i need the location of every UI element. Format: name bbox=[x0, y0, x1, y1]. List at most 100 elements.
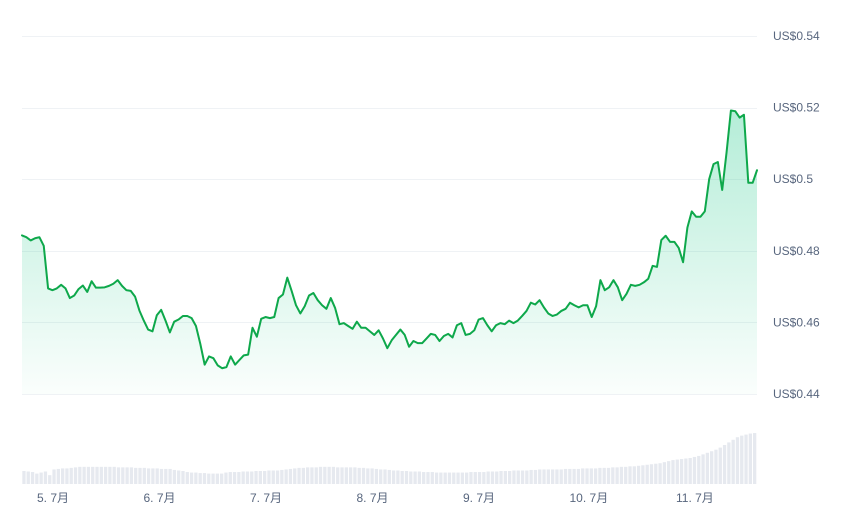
volume-bar bbox=[529, 469, 533, 484]
volume-bar bbox=[357, 467, 361, 484]
volume-bar bbox=[159, 468, 164, 484]
volume-bar bbox=[48, 475, 52, 484]
volume-bar bbox=[602, 467, 606, 484]
volume-bar bbox=[56, 468, 60, 484]
volume-bar bbox=[409, 471, 413, 484]
volume-bar bbox=[611, 467, 615, 484]
volume-bar bbox=[452, 472, 456, 484]
volume-bar bbox=[598, 467, 602, 484]
volume-bar bbox=[327, 466, 331, 484]
volume-bar bbox=[86, 466, 91, 484]
volume-bar bbox=[473, 472, 477, 484]
volume-bar bbox=[499, 471, 503, 484]
volume-bar bbox=[563, 468, 568, 484]
volume-bar bbox=[22, 471, 26, 484]
volume-bar bbox=[576, 468, 581, 484]
volume-bar bbox=[671, 460, 675, 484]
volume-bar bbox=[207, 473, 211, 484]
volume-bar bbox=[202, 473, 207, 484]
volume-bar bbox=[263, 471, 267, 484]
volume-bar bbox=[91, 466, 95, 484]
volume-bar bbox=[82, 466, 86, 484]
volume-bar bbox=[258, 471, 263, 484]
volume-bar bbox=[684, 458, 688, 484]
volume-bar bbox=[344, 467, 348, 484]
volume-bar bbox=[211, 473, 215, 484]
volume-bar bbox=[456, 472, 460, 484]
volume-bar bbox=[241, 471, 245, 484]
volume-bar bbox=[417, 471, 422, 484]
volume-bar bbox=[495, 471, 499, 484]
volume-bar bbox=[662, 462, 667, 484]
volume-bar bbox=[374, 468, 379, 484]
volume-bar bbox=[572, 468, 576, 484]
volume-bar bbox=[35, 473, 39, 484]
volume-bar bbox=[490, 471, 495, 484]
volume-bar bbox=[679, 459, 684, 484]
volume-bar bbox=[379, 469, 383, 484]
y-axis-labels: US$0.54 US$0.52 US$0.5 US$0.48 US$0.46 U… bbox=[773, 29, 820, 401]
volume-bar bbox=[168, 468, 172, 484]
y-tick-label: US$0.52 bbox=[773, 101, 820, 115]
y-tick-label: US$0.48 bbox=[773, 244, 820, 258]
volume-bar bbox=[301, 467, 305, 484]
volume-bar bbox=[753, 433, 757, 484]
volume-bar bbox=[469, 472, 473, 484]
volume-bar bbox=[486, 471, 490, 484]
volume-bar bbox=[65, 468, 69, 484]
volume-bar bbox=[138, 467, 142, 484]
volume-bar bbox=[606, 467, 611, 484]
volume-bar bbox=[482, 472, 486, 484]
volume-bar bbox=[396, 470, 400, 484]
volume-bar bbox=[400, 471, 404, 484]
volume-bar bbox=[237, 472, 241, 484]
volume-bar bbox=[641, 465, 645, 484]
volume-bar bbox=[245, 471, 250, 484]
y-tick-label: US$0.46 bbox=[773, 315, 820, 329]
volume-bar bbox=[667, 461, 671, 484]
volume-bar bbox=[649, 464, 654, 484]
x-tick-label: 9. 7月 bbox=[463, 491, 495, 505]
volume-bar bbox=[125, 467, 129, 484]
volume-bar bbox=[520, 470, 525, 484]
volume-bar bbox=[151, 468, 155, 484]
volume-bar bbox=[254, 471, 258, 484]
volume-bar bbox=[185, 472, 189, 484]
volume-bar bbox=[735, 437, 740, 484]
volume-bar bbox=[194, 472, 198, 484]
volume-bar bbox=[550, 469, 555, 484]
volume-bar bbox=[636, 465, 641, 484]
volume-bar bbox=[512, 470, 516, 484]
volume-bar bbox=[688, 458, 692, 484]
volume-bar bbox=[323, 466, 327, 484]
volume-bar bbox=[99, 466, 103, 484]
price-line[interactable] bbox=[21, 109, 758, 370]
volume-bar bbox=[727, 442, 731, 484]
volume-bar bbox=[146, 468, 151, 484]
volume-bar bbox=[722, 445, 727, 484]
volume-bar bbox=[366, 468, 370, 484]
volume-bar bbox=[525, 470, 529, 484]
volume-bar bbox=[619, 466, 624, 484]
volume-bar bbox=[434, 472, 439, 484]
volume-bar bbox=[430, 472, 434, 484]
volume-bar bbox=[624, 466, 628, 484]
volume-bar bbox=[69, 467, 73, 484]
volume-bar bbox=[460, 472, 465, 484]
volume-bar bbox=[439, 472, 443, 484]
volume-bar bbox=[645, 464, 649, 484]
volume-bar bbox=[581, 468, 585, 484]
volume-bar bbox=[336, 467, 340, 484]
volume-bar bbox=[293, 468, 297, 484]
volume-bar bbox=[516, 470, 520, 484]
volume-bar bbox=[714, 449, 718, 484]
volume-bar bbox=[542, 469, 546, 484]
volume-bar bbox=[585, 468, 589, 484]
volume-bar bbox=[172, 469, 177, 484]
volume-bar bbox=[568, 468, 572, 484]
volume-bar bbox=[116, 467, 121, 484]
volume-bar bbox=[559, 469, 563, 484]
volume-bar bbox=[43, 471, 48, 484]
volume-bar bbox=[465, 472, 469, 484]
